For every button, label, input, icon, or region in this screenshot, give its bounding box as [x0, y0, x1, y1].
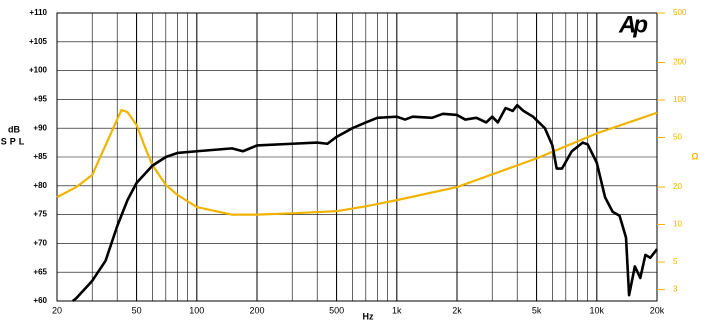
y2-tick-label: 3: [673, 285, 678, 294]
y2-tick-label: 200: [673, 58, 687, 67]
x-tick-label: 50: [132, 305, 142, 315]
y-tick-label: +75: [33, 210, 47, 219]
y2-axis-label: Ω: [691, 151, 698, 161]
y2-tick-label: 10: [673, 220, 682, 229]
y-tick-label: +85: [33, 152, 47, 161]
y-tick-label: +110: [29, 8, 47, 17]
logo: Ap: [618, 11, 647, 38]
y2-tick-label: 5: [673, 257, 678, 266]
series-line: [56, 108, 658, 216]
y-axis-label: SPL: [1, 136, 28, 146]
x-tick-label: 200: [249, 305, 264, 315]
x-tick-label: 100: [189, 305, 204, 315]
y-tick-label: +60: [33, 296, 47, 305]
y-tick-label: +105: [29, 37, 48, 46]
x-axis-label: Hz: [363, 311, 374, 320]
y2-tick-label: 50: [673, 133, 682, 142]
series-line: [72, 103, 659, 303]
x-tick-label: 10k: [590, 305, 605, 315]
y-tick-label: +100: [29, 66, 48, 75]
x-tick-label: 20k: [650, 305, 665, 315]
x-tick-label: 500: [329, 305, 344, 315]
y-axis-label: dB: [8, 124, 20, 134]
x-tick-label: 20: [52, 305, 62, 315]
y-tick-label: +95: [33, 95, 47, 104]
x-tick-label: 1k: [392, 305, 402, 315]
x-tick-label: 2k: [452, 305, 462, 315]
y-tick-label: +80: [33, 181, 47, 190]
y2-tick-label: 20: [673, 182, 682, 191]
y-tick-label: +70: [33, 239, 47, 248]
y2-tick-label: 500: [673, 8, 687, 17]
y-tick-label: +65: [33, 267, 47, 276]
x-tick-label: 5k: [532, 305, 542, 315]
y2-tick-label: 100: [673, 95, 687, 104]
y-tick-label: +90: [33, 123, 47, 132]
